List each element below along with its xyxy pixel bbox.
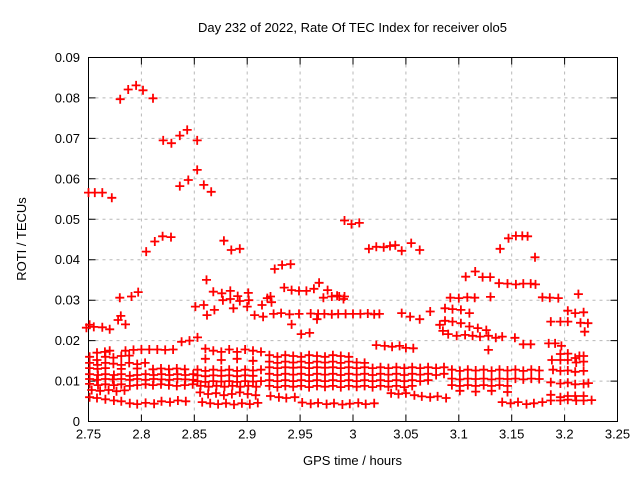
x-tick-label: 2.85	[182, 427, 207, 442]
x-tick-label: 2.75	[76, 427, 101, 442]
y-tick-label: 0.05	[55, 212, 80, 227]
y-tick-label: 0.06	[55, 171, 80, 186]
plot-border	[88, 57, 618, 422]
y-tick-label: 0.01	[55, 374, 80, 389]
x-tick-label: 2.95	[287, 427, 312, 442]
y-tick-label: 0.03	[55, 293, 80, 308]
y-tick-label: 0.04	[55, 252, 80, 267]
x-tick-label: 3.05	[393, 427, 418, 442]
y-tick-label: 0	[73, 414, 80, 429]
y-tick-label: 0.09	[55, 50, 80, 65]
y-tick-label: 0.07	[55, 131, 80, 146]
x-tick-label: 2.9	[238, 427, 256, 442]
x-tick-label: 3.1	[450, 427, 468, 442]
x-tick-label: 3.15	[499, 427, 524, 442]
x-tick-label: 2.8	[132, 427, 150, 442]
x-tick-label: 3.25	[605, 427, 630, 442]
y-tick-label: 0.02	[55, 333, 80, 348]
x-axis-label: GPS time / hours	[303, 453, 402, 468]
x-tick-label: 3.2	[556, 427, 574, 442]
chart-title: Day 232 of 2022, Rate Of TEC Index for r…	[197, 20, 508, 35]
y-tick-label: 0.08	[55, 90, 80, 105]
x-tick-label: 3	[349, 427, 356, 442]
scatter-points	[81, 80, 597, 409]
